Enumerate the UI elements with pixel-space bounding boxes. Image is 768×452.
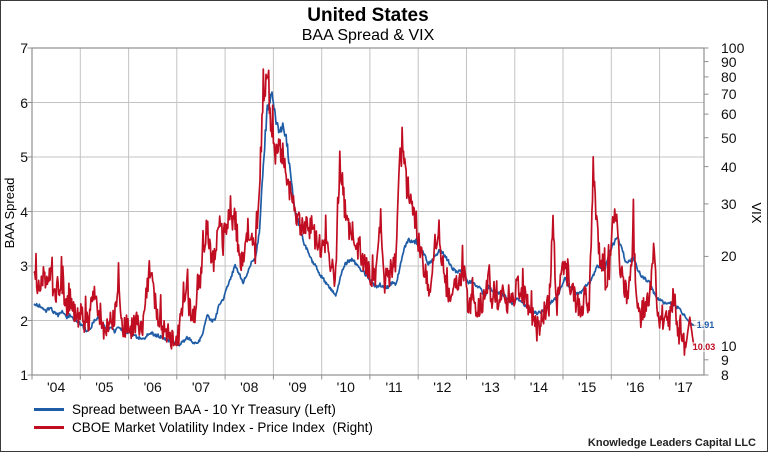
x-axis-tick: '17 xyxy=(674,379,693,395)
left-axis-tick: 1 xyxy=(20,367,28,383)
x-axis-tick: '14 xyxy=(529,379,549,395)
right-axis-tick: 90 xyxy=(721,53,737,70)
left-axis-tick: 5 xyxy=(20,149,28,165)
left-axis-tick: 3 xyxy=(20,258,28,274)
legend-item-spread: Spread between BAA - 10 Yr Treasury (Lef… xyxy=(34,400,373,418)
series-end-value-vix: 10.03 xyxy=(691,341,717,352)
right-axis-tick: 9 xyxy=(721,351,729,368)
x-axis-tick: '06 xyxy=(143,379,162,395)
x-axis-tick: '08 xyxy=(240,379,259,395)
chart-title: United States xyxy=(307,5,429,26)
right-axis-tick: 8 xyxy=(721,367,729,383)
legend: Spread between BAA - 10 Yr Treasury (Lef… xyxy=(34,400,373,436)
x-axis-tick: '04 xyxy=(47,379,66,395)
x-axis-tick: '11 xyxy=(385,379,403,395)
legend-swatch-vix-line xyxy=(34,425,64,429)
x-axis-tick: '05 xyxy=(95,379,114,395)
left-axis-tick: 7 xyxy=(20,40,28,56)
left-axis-tick: 2 xyxy=(20,312,28,329)
left-axis-tick: 4 xyxy=(20,203,28,220)
legend-item-vix: CBOE Market Volatility Index - Price Ind… xyxy=(34,418,373,436)
x-axis-tick: '09 xyxy=(288,379,307,395)
chart-subtitle: BAA Spread & VIX xyxy=(301,27,435,44)
right-axis-tick: 40 xyxy=(721,158,737,175)
right-axis-tick: 30 xyxy=(721,195,737,212)
series-end-value-spread: 1.91 xyxy=(695,320,716,331)
x-axis-tick: '16 xyxy=(626,379,645,395)
legend-swatch-spread-line xyxy=(34,407,64,411)
right-axis-tick: 70 xyxy=(721,86,737,103)
legend-label-spread: Spread between BAA - 10 Yr Treasury (Lef… xyxy=(72,401,336,417)
x-axis-tick: '12 xyxy=(433,379,452,395)
right-axis-tick: 60 xyxy=(721,106,737,123)
right-axis-tick: 80 xyxy=(721,68,737,85)
x-axis-tick: '07 xyxy=(191,379,211,395)
right-axis-tick: 10 xyxy=(721,338,737,355)
right-axis-tick: 50 xyxy=(721,129,737,146)
right-axis-tick: 100 xyxy=(721,40,745,56)
x-axis-tick: '15 xyxy=(578,379,597,395)
legend-label-vix: CBOE Market Volatility Index - Price Ind… xyxy=(72,419,373,435)
attribution: Knowledge Leaders Capital LLC xyxy=(587,437,756,449)
left-axis-tick: 6 xyxy=(20,94,28,111)
x-axis-tick: '10 xyxy=(336,379,355,395)
right-axis-tick: 20 xyxy=(721,248,737,265)
x-axis-tick: '13 xyxy=(481,379,500,395)
